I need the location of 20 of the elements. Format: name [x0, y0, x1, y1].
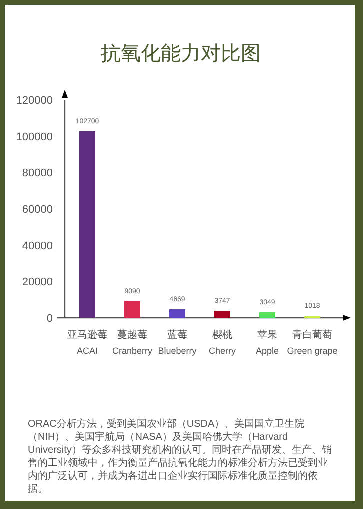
- x-tick-label: 樱桃 Cherry: [208, 329, 236, 356]
- bar: [260, 312, 276, 318]
- y-tick-label: 20000: [22, 276, 53, 289]
- chart-title: 抗氧化能力对比图: [101, 43, 261, 65]
- bar: [170, 310, 186, 318]
- y-tick-label: 60000: [22, 204, 53, 216]
- x-tick-label: 亚马逊莓 ACAI: [68, 329, 108, 356]
- y-tick-label: 120000: [16, 95, 53, 107]
- bar: [124, 301, 140, 318]
- y-tick-label: 80000: [22, 168, 53, 180]
- y-tick-label: 0: [46, 313, 53, 325]
- bar: [214, 311, 230, 318]
- bar: [80, 131, 96, 318]
- x-tick-label: 苹果 Apple: [256, 329, 280, 356]
- y-tick-label: 40000: [22, 240, 53, 252]
- x-tick-label: 青白葡萄 Green grape: [287, 329, 338, 356]
- y-tick-label: 100000: [16, 131, 53, 144]
- x-tick-label: 蓝莓 Blueberry: [158, 329, 198, 356]
- x-tick-label: 蔓越莓 Cranberry: [112, 329, 154, 356]
- text: ORAC分析方法，受到美国农业部（USDA）、美国国立卫生院（NIH）、美国宇航局（NASA）及美国哈佛大学（Harvard University）等众多科技研究机构的认可。同时在产品研发、生产、销售的工业领域中，作为衡量产品抗氧化能力的标准分析方法已受到业内的广泛认可，并成为各进出口企业实行国际标准化质量控制的依据。: [28, 418, 333, 496]
